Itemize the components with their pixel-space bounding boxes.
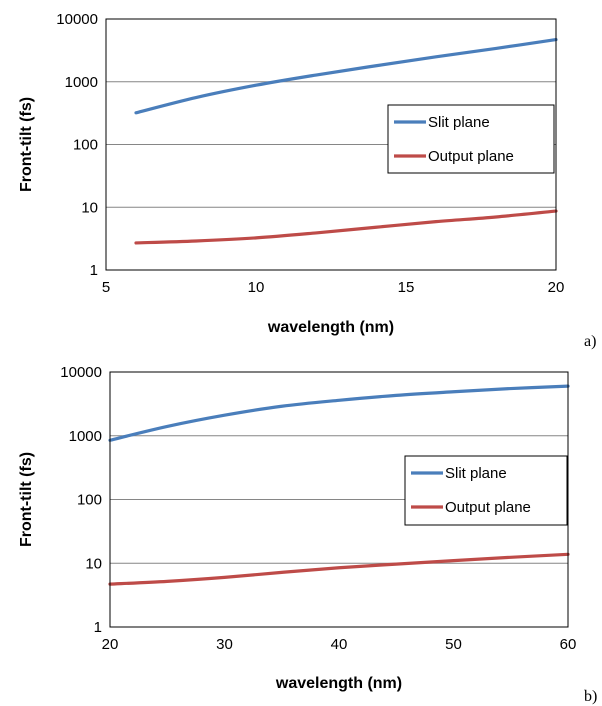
series-lines	[108, 384, 570, 586]
y-tick-label: 10000	[60, 364, 102, 381]
series-line-output-plane	[108, 552, 570, 586]
legend-box	[387, 104, 555, 174]
legend: Slit plane Output plane	[404, 455, 568, 526]
plot-frame	[105, 18, 557, 271]
x-tick-labels: 20 30 40 50 60	[102, 636, 577, 653]
x-axis-title: wavelength (nm)	[267, 319, 394, 336]
y-tick-labels: 1 10 100 1000 10000	[56, 11, 98, 279]
y-axis-title: Front-tilt (fs)	[18, 452, 35, 547]
y-tick-labels: 1 10 100 1000 10000	[60, 364, 102, 636]
y-tick-label: 1000	[65, 74, 98, 91]
y-tick-label: 100	[77, 492, 102, 509]
legend-label-output-plane: Output plane	[445, 499, 531, 516]
panel-label: b)	[584, 688, 597, 705]
y-tick-label: 10	[85, 555, 102, 572]
x-tick-label: 20	[102, 636, 119, 653]
chart-panel-b: 20 30 40 50 60 1 10 100 1000 10000 wavelength (n…	[18, 364, 597, 705]
plot-frame	[109, 371, 569, 628]
legend: Slit plane Output plane	[387, 104, 555, 174]
panel-label: a)	[584, 333, 596, 350]
y-tick-label: 10000	[56, 11, 98, 28]
series-line-slit-plane	[108, 384, 570, 442]
x-tick-label: 30	[216, 636, 233, 653]
x-tick-label: 50	[445, 636, 462, 653]
series-line-output-plane	[134, 209, 558, 245]
x-tick-label: 10	[248, 279, 265, 296]
y-tick-label: 1	[90, 262, 98, 279]
x-tick-label: 15	[398, 279, 415, 296]
y-axis-title: Front-tilt (fs)	[18, 97, 35, 192]
y-tick-label: 1000	[69, 428, 102, 445]
series-lines	[134, 37, 558, 245]
legend-label-output-plane: Output plane	[428, 148, 514, 165]
x-tick-label: 20	[548, 279, 565, 296]
y-tick-label: 10	[81, 199, 98, 216]
x-tick-label: 5	[102, 279, 110, 296]
legend-label-slit-plane: Slit plane	[428, 114, 490, 131]
x-tick-label: 60	[560, 636, 577, 653]
y-tick-label: 100	[73, 137, 98, 154]
x-axis-title: wavelength (nm)	[275, 675, 402, 692]
legend-box	[404, 455, 568, 526]
series-line-slit-plane	[134, 37, 558, 115]
x-tick-labels: 5 10 15 20	[102, 279, 565, 296]
legend-label-slit-plane: Slit plane	[445, 465, 507, 482]
x-tick-label: 40	[331, 636, 348, 653]
y-tick-label: 1	[94, 619, 102, 636]
